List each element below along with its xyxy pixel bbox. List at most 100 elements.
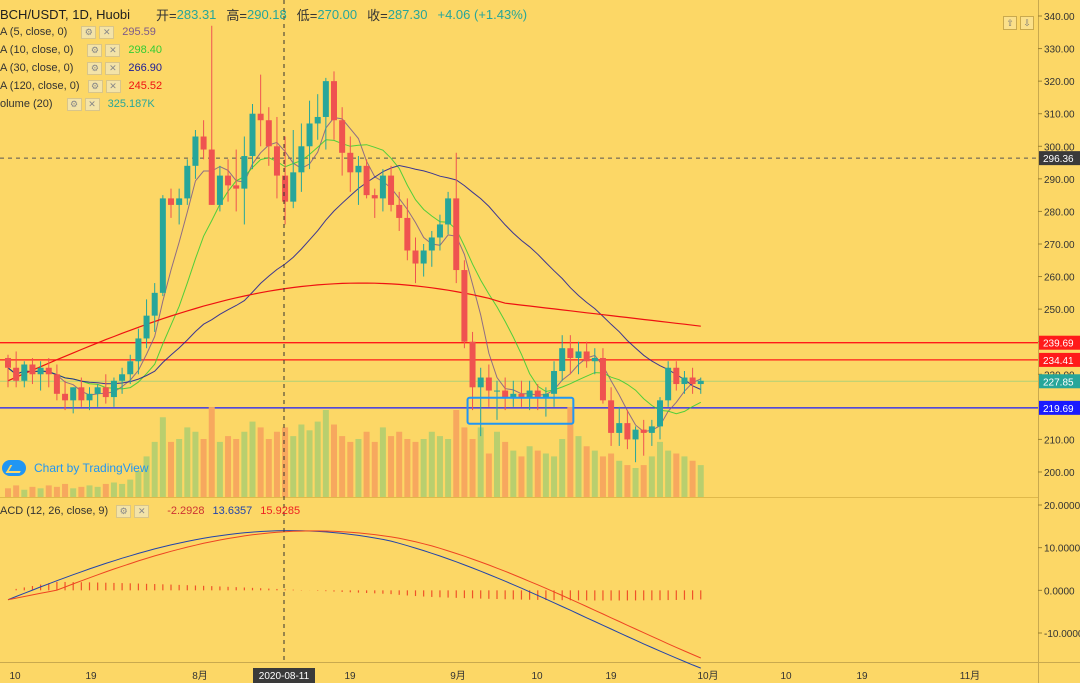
volume-bar <box>347 441 354 497</box>
price-marker-label: 219.69 <box>1043 404 1074 415</box>
close-icon[interactable]: ✕ <box>134 504 150 518</box>
candle-body <box>208 149 215 205</box>
candle-body <box>673 367 680 385</box>
time-label: 8月 <box>192 670 208 682</box>
macd-tick-label: 0.0000 <box>1044 586 1075 597</box>
settings-icon[interactable]: ⚙ <box>116 504 132 518</box>
indicator-volume[interactable]: olume (20) ⚙ ✕ 325.187K <box>0 96 155 112</box>
macd-value-2: 13.6357 <box>212 505 253 517</box>
candle-body <box>371 195 378 199</box>
candle-body <box>45 367 52 375</box>
price-tick-label: 320.00 <box>1044 77 1075 88</box>
time-axis[interactable]: 10 19 8月 2020-08-11 19 9月 10 19 10月 10 19 11月 <box>9 668 980 683</box>
close-icon[interactable]: ✕ <box>84 97 100 111</box>
tradingview-branding[interactable]: Chart by TradingView <box>2 460 149 476</box>
price-tick-label: 260.00 <box>1044 273 1075 284</box>
candle-body <box>657 400 663 427</box>
close-icon[interactable]: ✕ <box>99 25 115 39</box>
consolidation-box <box>466 396 575 425</box>
volume-bars <box>5 407 704 497</box>
indicator-ma30[interactable]: A (30, close, 0) ⚙ ✕ 266.90 <box>0 60 162 76</box>
volume-bar <box>461 427 468 497</box>
ma-line <box>7 282 701 382</box>
volume-bar <box>200 439 207 497</box>
volume-bar <box>665 450 672 497</box>
candle-body <box>396 204 403 218</box>
candle-body <box>314 116 321 124</box>
volume-bar <box>518 456 525 497</box>
price-marker-box <box>1039 335 1080 350</box>
pane-controls[interactable]: ⇧ ⇩ <box>1003 16 1037 30</box>
candle-body <box>624 423 631 440</box>
time-axis-border <box>0 662 1080 663</box>
settings-icon[interactable]: ⚙ <box>66 97 82 111</box>
candle-body <box>445 198 452 225</box>
volume-bar <box>331 424 337 497</box>
candle-body <box>53 374 60 394</box>
volume-bar <box>143 456 150 497</box>
macd-legend[interactable]: ACD (12, 26, close, 9) ⚙ ✕ -2.2928 13.635… <box>0 503 300 519</box>
price-axis[interactable]: 340.00 330.00 320.00 310.00 300.00 290.00 280.… <box>1038 12 1080 640</box>
candle-body <box>567 348 574 358</box>
volume-bar <box>29 486 36 497</box>
settings-icon[interactable]: ⚙ <box>87 79 103 93</box>
volume-bar <box>657 441 663 497</box>
candle-body <box>534 390 541 398</box>
time-label: 10 <box>531 671 543 682</box>
volume-bar <box>241 431 248 497</box>
close-icon[interactable]: ✕ <box>105 79 121 93</box>
candle-body <box>339 120 346 153</box>
indicator-ma120[interactable]: A (120, close, 0) ⚙ ✕ 245.52 <box>0 78 162 94</box>
candle-body <box>322 81 329 117</box>
candle-body <box>29 364 36 375</box>
open-label: 开= <box>156 7 177 23</box>
open-value: 283.31 <box>176 6 217 22</box>
settings-icon[interactable]: ⚙ <box>87 61 103 75</box>
volume-bar <box>608 453 615 497</box>
move-up-icon[interactable]: ⇧ <box>1003 16 1017 30</box>
volume-bar <box>371 441 378 497</box>
candle-body <box>518 393 525 398</box>
volume-bar <box>94 486 101 497</box>
volume-bar <box>477 427 484 497</box>
volume-bar <box>62 483 69 497</box>
volume-bar <box>673 453 680 497</box>
volume-bar <box>363 431 370 497</box>
candle-body <box>477 377 484 388</box>
volume-bar <box>290 436 297 497</box>
close-icon[interactable]: ✕ <box>105 43 121 57</box>
indicator-label: A (30, close, 0) <box>0 62 74 74</box>
volume-bar <box>53 486 60 497</box>
candle-body <box>257 113 264 121</box>
volume-bar <box>78 486 85 497</box>
candle-body <box>306 123 313 147</box>
close-icon[interactable]: ✕ <box>105 61 121 75</box>
candle-body <box>632 429 639 440</box>
price-marker-box <box>1039 352 1080 367</box>
volume-bar <box>127 479 134 497</box>
time-label: 19 <box>344 671 356 682</box>
settings-icon[interactable]: ⚙ <box>81 25 97 39</box>
low-label: 低= <box>296 7 318 23</box>
candle-body <box>298 146 305 173</box>
volume-bar <box>632 468 639 497</box>
indicator-ma5[interactable]: A (5, close, 0) ⚙ ✕ 295.59 <box>0 24 156 40</box>
move-down-icon[interactable]: ⇩ <box>1020 16 1034 30</box>
indicator-label: A (5, close, 0) <box>0 26 68 38</box>
candle-body <box>485 377 492 391</box>
volume-bar <box>265 439 272 497</box>
volume-bar <box>339 436 346 497</box>
volume-bar <box>322 410 329 497</box>
volume-bar <box>86 485 93 497</box>
candle-body <box>551 371 558 394</box>
settings-icon[interactable]: ⚙ <box>87 43 103 57</box>
candle-body <box>290 172 297 202</box>
candle-body <box>265 120 272 147</box>
volume-bar <box>257 427 264 497</box>
high-value: 290.18 <box>247 6 287 22</box>
volume-bar <box>159 417 166 497</box>
high-label: 高= <box>226 7 247 23</box>
indicator-ma10[interactable]: A (10, close, 0) ⚙ ✕ 298.40 <box>0 42 162 58</box>
